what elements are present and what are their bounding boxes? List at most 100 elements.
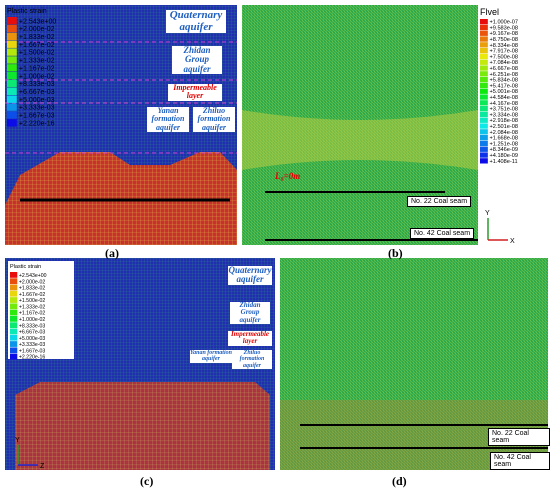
legend-swatch <box>480 146 488 152</box>
legend-swatch <box>7 79 17 88</box>
legend-swatch <box>480 59 488 65</box>
legend-swatch <box>7 87 17 96</box>
annotation: Yanan formation aquifer <box>190 350 232 363</box>
legend-swatch <box>480 19 488 25</box>
legend-entry: +1.333e-02 <box>19 58 55 65</box>
legend-swatch <box>7 56 17 64</box>
legend-swatch <box>480 94 488 100</box>
legend-swatch <box>10 316 18 322</box>
legend-swatch <box>480 88 488 94</box>
flow-zone <box>242 110 478 170</box>
legend-swatch <box>10 341 18 347</box>
legend-entry: +8.333e-03 <box>19 323 46 329</box>
annotation: Zhiluo formation aquifer <box>193 106 235 133</box>
legend-swatch <box>480 65 488 71</box>
legend-entry: +1.167e-02 <box>19 311 46 317</box>
legend-entry: +3.333e-03 <box>19 105 55 112</box>
legend-entry: +8.333e-03 <box>19 81 55 88</box>
legend-title: Plastic strain <box>10 264 41 270</box>
legend-swatch <box>10 334 18 341</box>
legend-entry: +1.000e-02 <box>19 73 55 80</box>
legend-entry: +8.750e-08 <box>490 37 518 43</box>
legend-swatch <box>480 117 488 123</box>
legend-entry: +1.668e-08 <box>490 136 518 142</box>
legend-swatch <box>7 119 17 127</box>
plastic-zone <box>15 382 270 470</box>
legend-entry: +1.833e-02 <box>19 34 55 41</box>
coal-seam-label: No. 22 Coal seam <box>488 428 550 446</box>
coal-seam-label: No. 22 Coal seam <box>407 196 472 207</box>
legend-entry: +1.833e-02 <box>19 286 46 292</box>
legend-entry: +2.000e-02 <box>19 26 55 33</box>
legend-entry: +1.667e-02 <box>19 42 55 49</box>
legend-entry: +2.220e-16 <box>19 120 55 127</box>
legend-swatch <box>10 303 18 310</box>
legend-entry: +2.084e-08 <box>490 130 518 136</box>
legend-swatch <box>480 36 488 42</box>
legend-title: Flvel <box>480 7 499 17</box>
legend-swatch <box>480 71 488 77</box>
legend-entry: +5.001e-08 <box>490 89 518 95</box>
legend-swatch <box>7 24 17 33</box>
legend-entry: +9.167e-08 <box>490 31 518 37</box>
legend-entry: +7.084e-08 <box>490 60 518 66</box>
legend-swatch <box>480 82 488 89</box>
legend-swatch <box>7 48 17 56</box>
flow-zone <box>280 400 548 470</box>
annotation: Zhiluo formation aquifer <box>232 350 272 369</box>
legend-swatch <box>480 140 488 147</box>
annotation: Zhidan Group aquifer <box>172 45 222 75</box>
legend-swatch <box>480 158 488 164</box>
legend-entry: +3.334e-08 <box>490 112 518 118</box>
axis-label: Z <box>40 463 45 470</box>
coal-seam-label: No. 42 Coal seam <box>410 228 475 239</box>
legend-entry: +8.334e-08 <box>490 43 518 49</box>
panel-label: (a) <box>105 246 119 260</box>
legend-entry: +1.000e-07 <box>490 20 518 26</box>
legend-entry: +1.167e-02 <box>19 65 55 72</box>
legend-entry: +5.834e-08 <box>490 78 518 84</box>
legend-swatch <box>480 100 488 106</box>
legend-entry: +9.583e-08 <box>490 25 518 31</box>
legend-entry: +8.346e-09 <box>490 147 518 153</box>
legend-swatch <box>10 309 18 316</box>
legend-entry: +1.500e-02 <box>19 298 46 304</box>
legend-swatch <box>480 123 488 129</box>
legend-swatch <box>480 53 488 60</box>
legend-entry: +7.500e-08 <box>490 54 518 60</box>
legend-swatch <box>10 278 18 285</box>
legend-swatch <box>10 297 18 303</box>
legend-swatch <box>480 30 488 36</box>
annotation: Impermeable layer <box>168 83 222 101</box>
legend-entry: +1.408e-11 <box>490 159 518 165</box>
legend-entry: +1.667e-03 <box>19 113 55 120</box>
coal-seams <box>265 191 478 241</box>
axis-label: Y <box>485 210 490 217</box>
legend-entry: +2.918e-08 <box>490 118 518 124</box>
legend-entry: +2.501e-08 <box>490 124 518 130</box>
annotation: Quaternary aquifer <box>166 9 226 34</box>
legend-entry: +4.180e-09 <box>490 153 518 159</box>
legend-entry: +5.000e-03 <box>19 336 46 342</box>
legend-entry: +1.667e-02 <box>19 292 46 298</box>
legend-swatch <box>7 72 17 80</box>
legend-swatch <box>480 77 488 83</box>
annotation: Impermeable layer <box>228 330 272 346</box>
legend-swatch <box>10 328 18 335</box>
legend-entry: +1.667e-03 <box>19 348 46 354</box>
legend-entry: +6.667e-03 <box>19 89 55 96</box>
legend-entry: +5.417e-08 <box>490 83 518 89</box>
panel-label: (c) <box>140 474 154 488</box>
legend-entry: +3.333e-03 <box>19 342 46 348</box>
legend-swatch <box>7 40 17 48</box>
legend-title: Plastic strain <box>7 8 47 15</box>
legend-entry: +2.000e-02 <box>19 279 46 285</box>
axis-label: X <box>510 238 515 245</box>
coal-seams <box>300 424 548 449</box>
legend-swatch <box>10 290 18 297</box>
legend-swatch <box>7 95 17 103</box>
annotation: Quaternary aquifer <box>228 265 272 285</box>
legend-entry: +2.543e+00 <box>19 273 47 279</box>
legend-swatch <box>10 284 18 291</box>
